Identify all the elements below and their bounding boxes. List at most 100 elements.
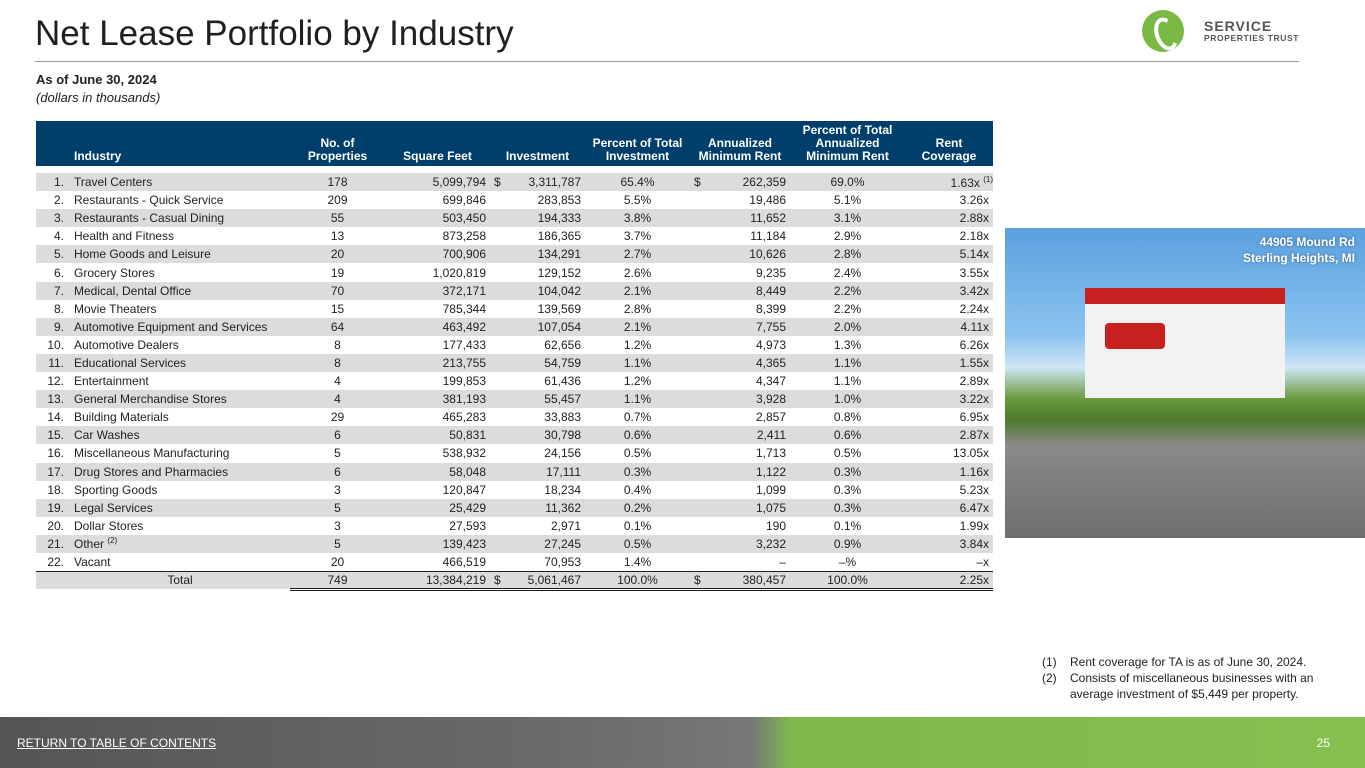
row-number-value: 9.: [53, 319, 64, 334]
pct-investment: 1.1%: [585, 390, 690, 409]
rent-coverage: 3.55x: [905, 263, 993, 281]
title-divider: [35, 61, 1299, 62]
properties-count-value: 20: [330, 247, 345, 262]
industry-name-value: Sporting Goods: [74, 482, 158, 497]
investment: 55,457: [490, 390, 585, 409]
row-number: 13.: [36, 390, 70, 409]
total-pct-investment-value: 100.0%: [617, 572, 658, 587]
investment-value: 55,457: [544, 392, 581, 407]
properties-count: 8: [290, 353, 385, 373]
properties-count: 19: [290, 263, 385, 281]
investment: 30,798: [490, 426, 585, 445]
dollar-sign: $: [494, 175, 501, 190]
pct-min-rent-value: 2.2%: [833, 301, 862, 316]
square-feet: 120,847: [385, 481, 490, 499]
row-number: 21.: [36, 534, 70, 553]
industry-name-value: Building Materials: [74, 410, 169, 425]
rent-coverage: 1.63x (1): [905, 173, 993, 192]
min-rent: $262,359: [690, 173, 790, 192]
industry-name-value: Automotive Equipment and Services: [74, 319, 268, 334]
row-number: 1.: [36, 173, 70, 192]
min-rent: 190: [690, 517, 790, 535]
row-number-value: 15.: [47, 428, 64, 443]
properties-count-value: 15: [330, 301, 345, 316]
industry-table: Industry No. of Properties Square Feet I…: [36, 121, 993, 591]
table-row: 9. Automotive Equipment and Services 64 463…: [36, 317, 993, 336]
properties-count-value: 209: [327, 193, 348, 208]
page-title: Net Lease Portfolio by Industry: [35, 14, 514, 53]
square-feet: 139,423: [385, 534, 490, 553]
pct-investment-value: 0.5%: [623, 536, 652, 551]
rent-coverage: 3.26x: [905, 191, 993, 209]
industry-name: Medical, Dental Office: [70, 281, 290, 300]
rent-coverage-value: 1.63x: [950, 175, 980, 190]
row-number-value: 6.: [53, 265, 64, 280]
properties-count: 64: [290, 317, 385, 336]
square-feet: 177,433: [385, 336, 490, 354]
square-feet-value: 199,853: [442, 374, 486, 389]
min-rent-value: 190: [765, 518, 786, 533]
rent-coverage: 3.22x: [905, 390, 993, 409]
total-min-rent: $380,457: [690, 570, 790, 591]
pct-min-rent-value: 0.8%: [833, 410, 862, 425]
pct-investment-value: 0.7%: [623, 410, 652, 425]
col-header-pct-investment: Percent of Total Investment: [585, 121, 690, 166]
col-header-number: [36, 121, 70, 166]
min-rent: 3,928: [690, 390, 790, 409]
min-rent-value: 4,973: [755, 337, 786, 352]
min-rent-value: 19,486: [749, 193, 786, 208]
properties-count-value: 178: [327, 175, 348, 190]
pct-min-rent-value: 0.3%: [833, 482, 862, 497]
min-rent-value: 8,399: [755, 301, 786, 316]
investment-value: 139,569: [537, 301, 581, 316]
industry-name-value: Dollar Stores: [74, 518, 144, 533]
rent-coverage-value: 4.11x: [960, 319, 989, 334]
properties-count-value: 8: [334, 337, 341, 352]
rent-coverage-value: 2.18x: [959, 229, 989, 244]
return-to-toc-link[interactable]: RETURN TO TABLE OF CONTENTS: [17, 736, 217, 750]
pct-min-rent: 1.1%: [790, 353, 905, 373]
investment-value: 129,152: [537, 265, 581, 280]
pct-investment-value: 1.2%: [623, 374, 652, 389]
total-row: Total 749 13,384,219 $5,061,467 100.0% $380,4…: [36, 570, 993, 591]
pct-investment: 3.8%: [585, 209, 690, 228]
pct-investment-value: 5.5%: [623, 193, 652, 208]
square-feet-value: 1,020,819: [432, 265, 486, 280]
row-number: 10.: [36, 336, 70, 354]
table-row: 4. Health and Fitness 13 873,258 186,365 3.7%…: [36, 227, 993, 245]
pct-min-rent: 0.3%: [790, 481, 905, 499]
min-rent-value: 9,235: [755, 265, 786, 280]
total-investment-value: 5,061,467: [527, 572, 581, 587]
min-rent-value: 10,626: [749, 247, 786, 262]
min-rent-value: 11,184: [750, 229, 786, 244]
pct-min-rent-value: 0.3%: [833, 464, 862, 479]
rent-coverage-value: 6.95x: [959, 410, 989, 425]
min-rent: 4,365: [690, 353, 790, 373]
rent-coverage: 6.95x: [905, 408, 993, 426]
industry-name: Drug Stores and Pharmacies: [70, 462, 290, 481]
square-feet-value: 466,519: [442, 554, 486, 569]
min-rent: 9,235: [690, 263, 790, 281]
square-feet-value: 700,906: [442, 247, 486, 262]
table-row: 15. Car Washes 6 50,831 30,798 0.6% 2,411 0.6% 2…: [36, 426, 993, 445]
investment: 33,883: [490, 408, 585, 426]
pct-investment-value: 2.8%: [623, 301, 652, 316]
table-row: 21. Other (2) 5 139,423 27,245 0.5% 3,232 0.9% 3…: [36, 534, 993, 553]
min-rent-value: 11,652: [750, 211, 786, 226]
pct-investment-value: 1.4%: [623, 554, 652, 569]
pct-investment-value: 0.1%: [623, 518, 652, 533]
table-row: 13. General Merchandise Stores 4 381,193 55,…: [36, 390, 993, 409]
row-number: 6.: [36, 263, 70, 281]
pct-investment: 1.2%: [585, 372, 690, 390]
properties-count-value: 5: [334, 500, 341, 515]
square-feet: 465,283: [385, 408, 490, 426]
row-number-value: 14.: [47, 410, 64, 425]
investment-value: 62,656: [544, 337, 581, 352]
investment: 129,152: [490, 263, 585, 281]
industry-name: Travel Centers: [70, 173, 290, 192]
pct-min-rent-value: 0.3%: [833, 500, 862, 515]
rent-coverage-value: 2.87x: [959, 428, 989, 443]
investment-value: 2,971: [550, 518, 581, 533]
square-feet-value: 50,831: [449, 428, 486, 443]
rent-coverage: 6.47x: [905, 498, 993, 517]
